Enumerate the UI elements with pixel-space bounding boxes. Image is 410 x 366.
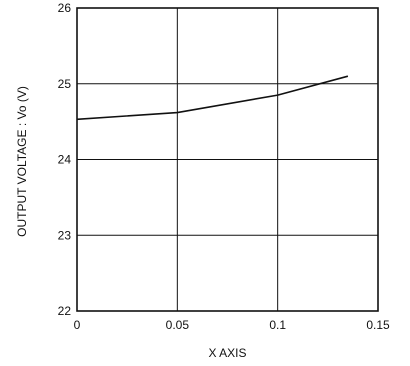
x-tick-label: 0.15 — [366, 318, 390, 332]
y-tick-label: 25 — [58, 77, 72, 91]
y-tick-label: 26 — [58, 1, 72, 15]
series-layer — [76, 75, 349, 121]
x-tick-label: 0 — [74, 318, 81, 332]
tick-layer: 0 0.05 0.1 0.15 22 23 24 25 26 — [58, 1, 390, 332]
x-tick-label: 0.1 — [269, 318, 286, 332]
y-tick-label: 22 — [58, 304, 72, 318]
series-line — [76, 75, 349, 121]
x-axis-label: X AXIS — [208, 346, 246, 360]
y-tick-label: 23 — [58, 228, 72, 242]
x-tick-label: 0.05 — [166, 318, 190, 332]
grid-layer — [77, 8, 378, 311]
y-tick-label: 24 — [58, 153, 72, 167]
plot-frame — [76, 7, 379, 312]
y-axis-label: OUTPUT VOLTAGE : Vo (V) — [15, 86, 29, 237]
